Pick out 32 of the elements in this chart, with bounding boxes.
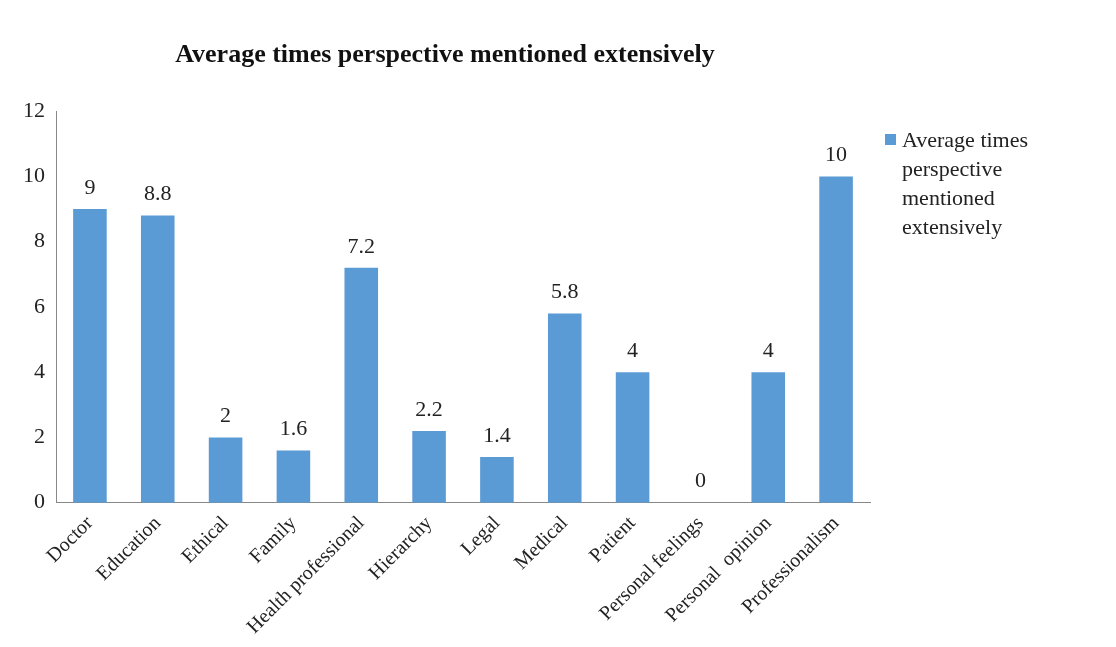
y-tick-label: 12 <box>23 96 45 122</box>
bar <box>208 437 243 503</box>
y-tick-label: 8 <box>34 227 45 253</box>
bar <box>615 372 650 503</box>
bar <box>547 313 582 503</box>
bar <box>480 457 514 503</box>
bar <box>73 209 107 503</box>
bar <box>140 215 175 503</box>
y-tick-label: 6 <box>34 292 45 318</box>
data-label: 8.8 <box>144 180 172 206</box>
y-tick-label: 0 <box>34 488 45 514</box>
data-label: 5.8 <box>551 278 579 304</box>
bar <box>819 176 853 503</box>
data-label: 2.2 <box>415 395 443 421</box>
bar <box>751 372 786 503</box>
data-label: 0 <box>694 467 706 493</box>
bar <box>344 267 379 503</box>
data-label: 10 <box>825 141 848 167</box>
data-label: 4 <box>627 336 639 362</box>
data-label: 7.2 <box>347 232 375 258</box>
y-tick-label: 10 <box>23 162 45 188</box>
data-label: 2 <box>220 402 232 428</box>
chart-title: Average times perspective mentioned extensively <box>175 39 715 69</box>
bar <box>276 450 311 503</box>
data-label: 1.4 <box>483 421 511 447</box>
data-label: 1.6 <box>279 415 308 441</box>
bar <box>412 430 446 503</box>
data-label: 4 <box>762 336 774 362</box>
y-tick-label: 2 <box>34 423 45 449</box>
data-label: 9 <box>84 173 96 199</box>
legend-label: Average times perspective mentioned extensively <box>902 126 1030 241</box>
y-tick-label: 4 <box>34 357 45 383</box>
